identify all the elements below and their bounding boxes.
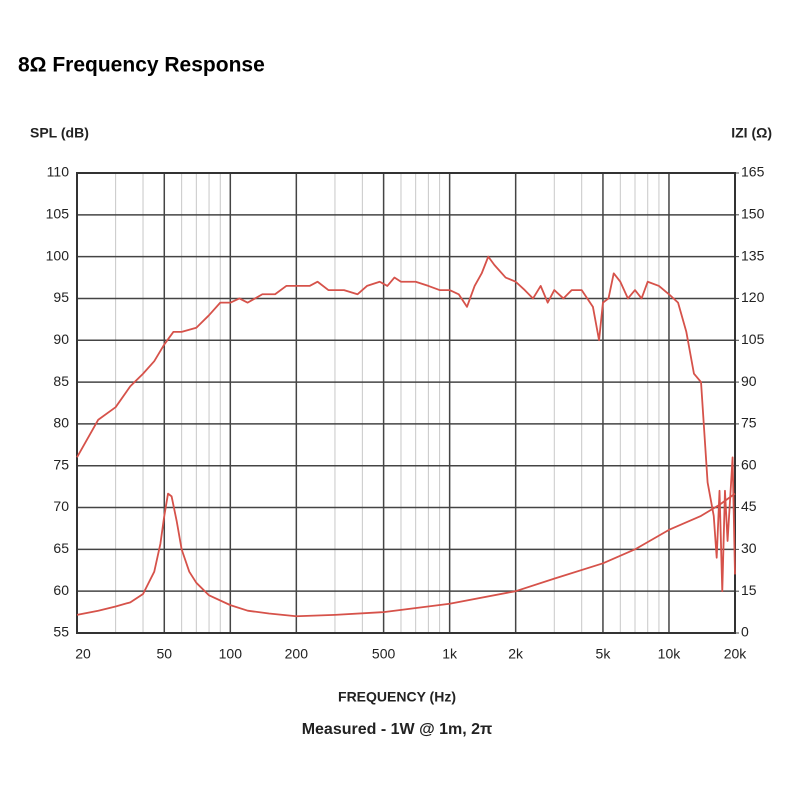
y-tick-label: 110 <box>47 164 70 180</box>
x-tick-label: 1k <box>442 646 458 662</box>
series-line <box>76 492 736 618</box>
series-line <box>76 255 736 593</box>
y-tick-label: 85 <box>53 373 69 389</box>
x-axis-label: FREQUENCY (Hz) <box>338 689 456 705</box>
x-tick-label: 10k <box>658 646 682 662</box>
x-tick-label: 2k <box>508 646 524 662</box>
y2-tick-label: 15 <box>741 582 757 598</box>
y2-tick-label: 105 <box>741 331 765 347</box>
x-tick-label: 5k <box>596 646 612 662</box>
y2-tick-label: 120 <box>741 289 765 305</box>
y2-tick-label: 135 <box>741 247 765 263</box>
x-tick-label: 500 <box>372 646 396 662</box>
chart-title: 8Ω Frequency Response <box>18 54 265 77</box>
subtitle: Measured - 1W @ 1m, 2π <box>302 721 493 738</box>
x-tick-label: 100 <box>219 646 243 662</box>
y-tick-label: 70 <box>53 498 69 514</box>
y-tick-label: 105 <box>46 206 70 222</box>
y-tick-label: 80 <box>53 415 69 431</box>
y2-tick-label: 0 <box>741 624 749 640</box>
y-tick-label: 95 <box>53 289 69 305</box>
y-tick-label: 100 <box>46 247 70 263</box>
y2-tick-label: 165 <box>741 164 765 180</box>
y2-tick-label: 150 <box>741 206 765 222</box>
x-tick-label: 20k <box>724 646 748 662</box>
y-axis-label: SPL (dB) <box>30 125 89 141</box>
y2-tick-label: 90 <box>741 373 757 389</box>
y-tick-label: 90 <box>53 331 69 347</box>
y2-tick-label: 75 <box>741 415 757 431</box>
x-tick-label: 50 <box>156 646 172 662</box>
y2-tick-label: 45 <box>741 498 757 514</box>
y-tick-label: 55 <box>53 624 69 640</box>
y-tick-label: 75 <box>53 456 69 472</box>
y2-tick-label: 30 <box>741 540 757 556</box>
y-tick-label: 65 <box>53 540 69 556</box>
y-tick-label: 60 <box>53 582 69 598</box>
y2-tick-label: 60 <box>741 456 757 472</box>
plot-frame <box>76 172 736 634</box>
x-tick-label: 200 <box>285 646 309 662</box>
x-tick-label: 20 <box>75 646 91 662</box>
y2-axis-label: IZI (Ω) <box>731 125 772 141</box>
